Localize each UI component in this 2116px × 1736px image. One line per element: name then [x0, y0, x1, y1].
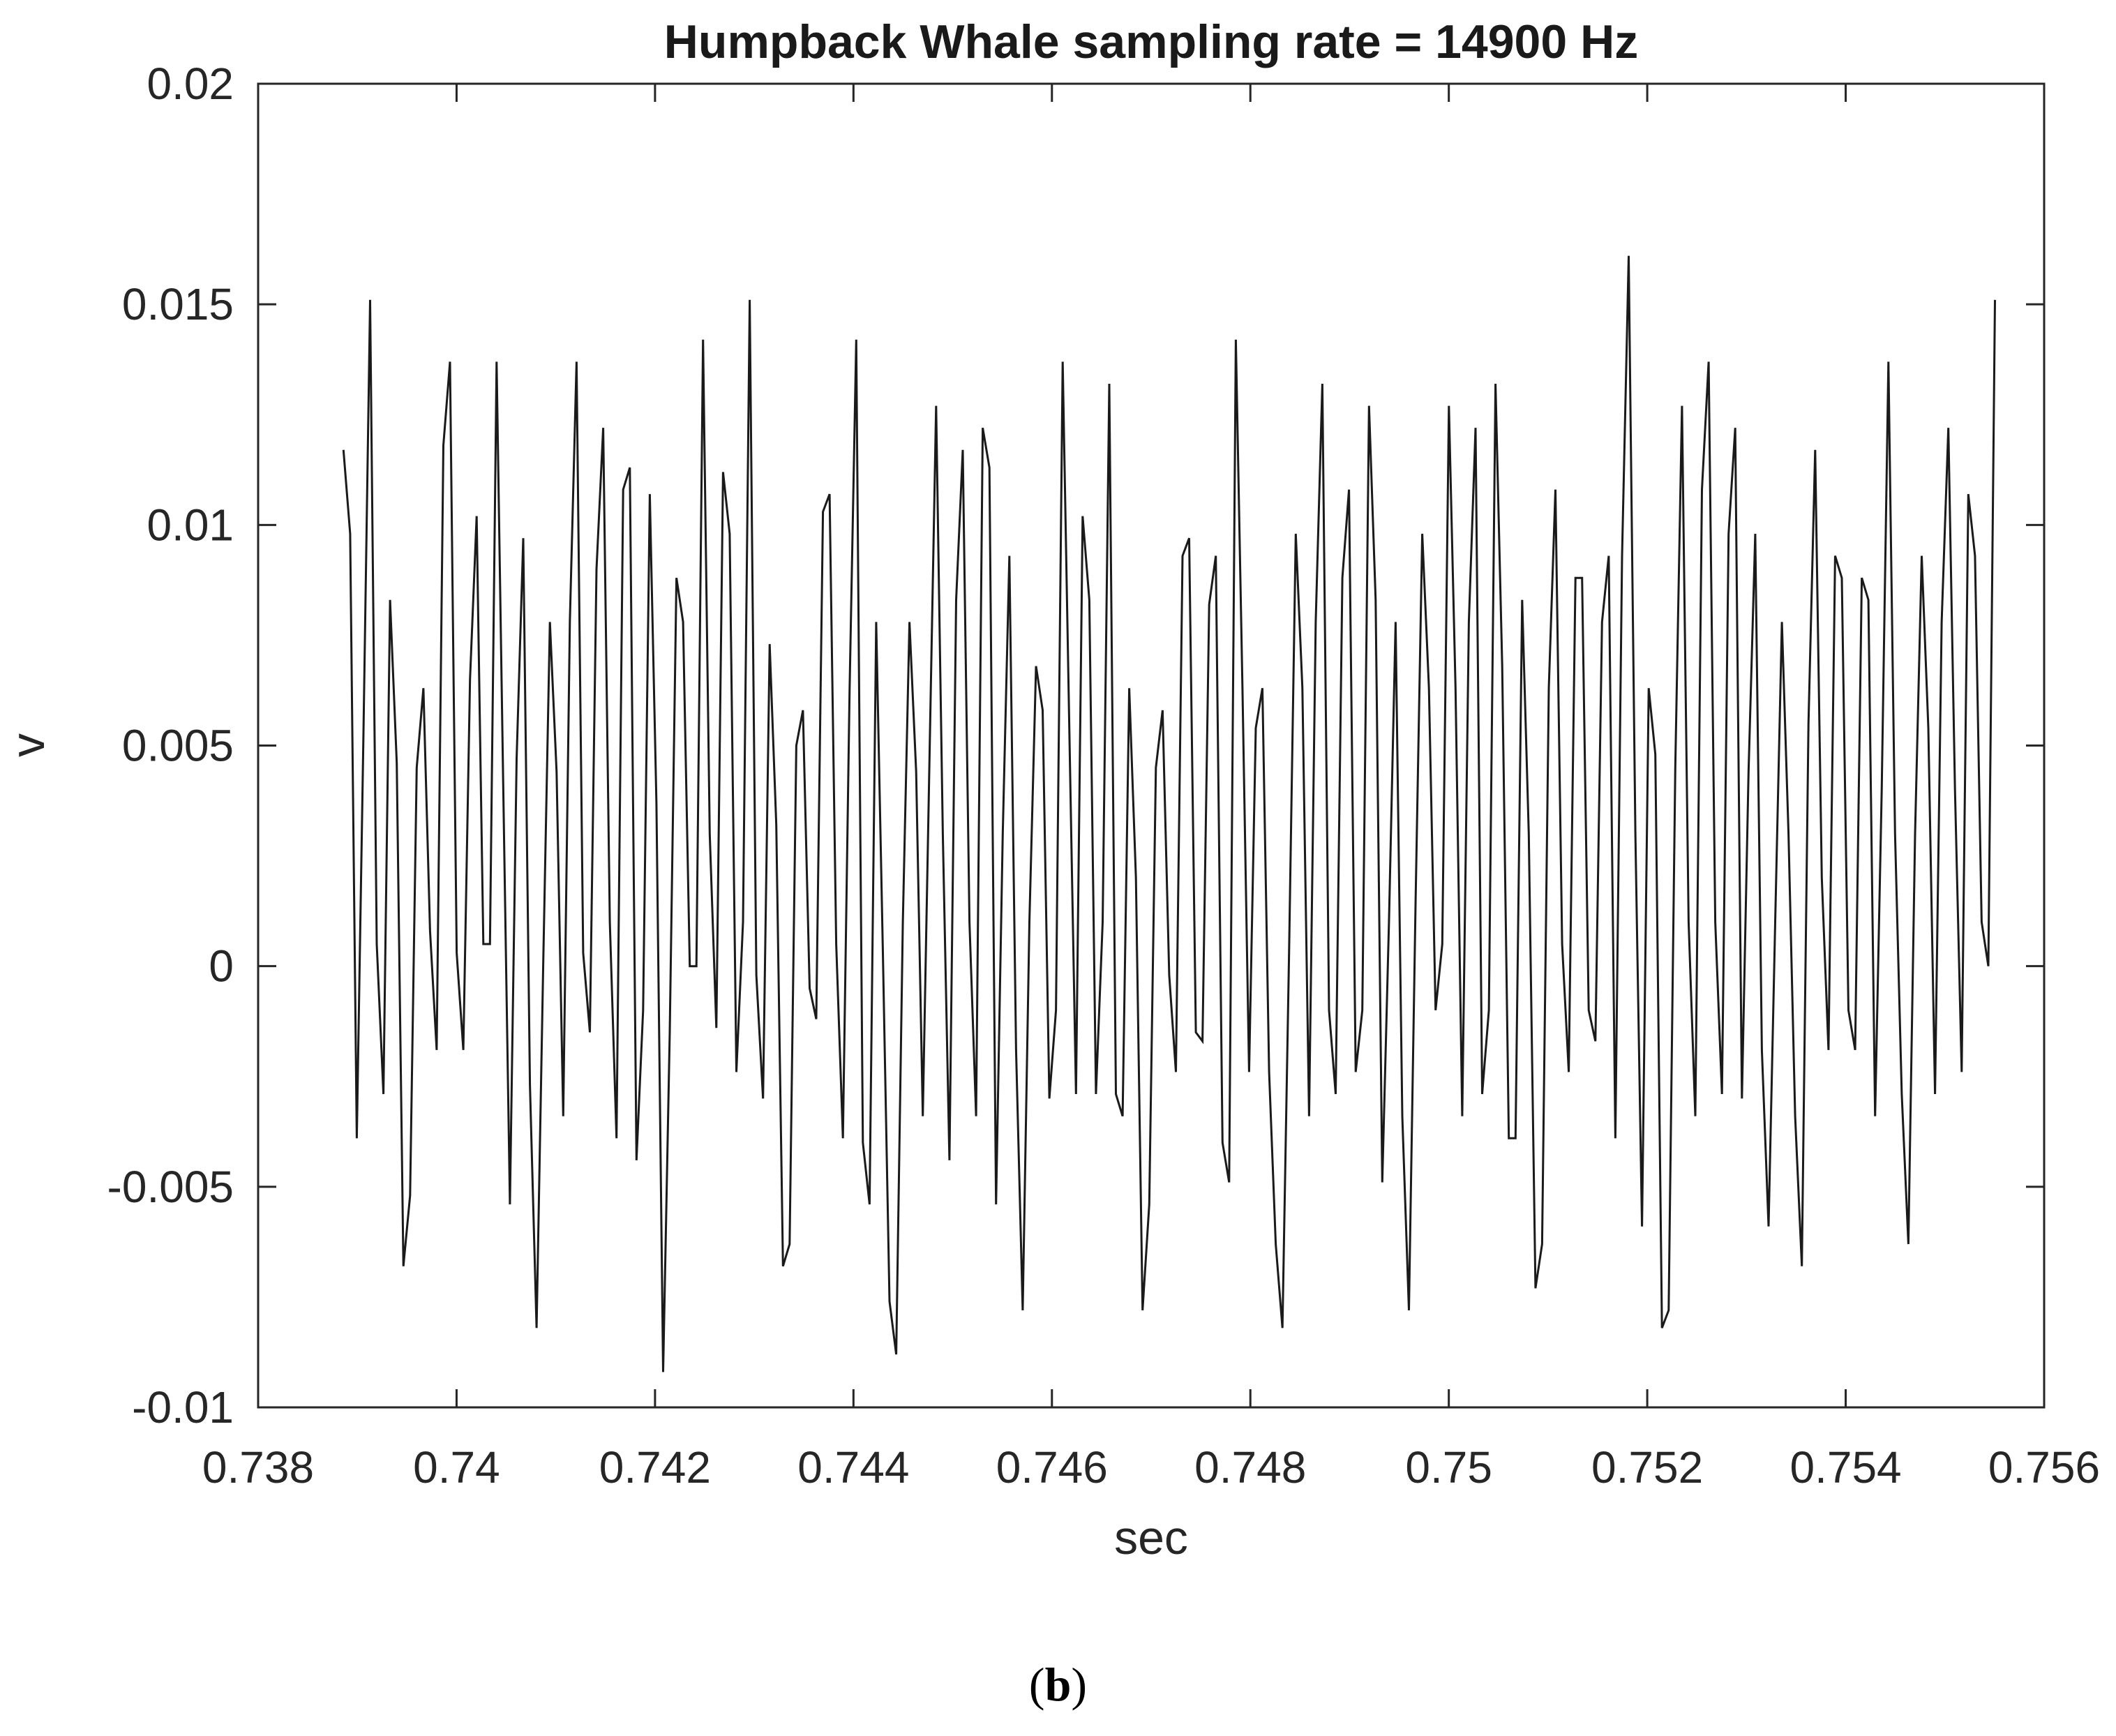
y-tick-label: 0.015: [122, 279, 234, 329]
x-tick-label: 0.752: [1591, 1442, 1703, 1492]
x-tick-label: 0.75: [1405, 1442, 1492, 1492]
x-tick-label: 0.74: [413, 1442, 500, 1492]
caption-letter: b: [1044, 1658, 1072, 1711]
caption-open-paren: (: [1028, 1658, 1045, 1711]
series-layer: [342, 255, 1996, 1372]
y-tick-label: -0.01: [132, 1382, 234, 1432]
chart: Humpback Whale sampling rate = 14900 Hz …: [1, 15, 2101, 1564]
y-tick-label: 0.01: [147, 500, 234, 550]
y-tick-label: 0.02: [147, 59, 234, 109]
caption-close-paren: ): [1071, 1658, 1088, 1711]
labels-layer: 0.738 0.74 0.742 0.744 0.746 0.748 0.75 0.752 0.…: [107, 59, 2101, 1492]
figure-caption: (b): [0, 1657, 2116, 1712]
y-axis-label: v: [1, 733, 54, 757]
x-tick-label: 0.738: [202, 1442, 314, 1492]
series-line-0: [342, 255, 1996, 1372]
chart-title: Humpback Whale sampling rate = 14900 Hz: [664, 15, 1638, 68]
y-tick-label: 0.005: [122, 721, 234, 771]
x-tick-label: 0.742: [599, 1442, 711, 1492]
x-tick-label: 0.756: [1988, 1442, 2100, 1492]
ticks-layer: [257, 82, 2046, 1409]
x-tick-label: 0.748: [1194, 1442, 1306, 1492]
x-tick-label: 0.746: [996, 1442, 1108, 1492]
x-tick-label: 0.744: [797, 1442, 909, 1492]
y-tick-label: 0: [209, 941, 234, 992]
y-tick-label: -0.005: [107, 1162, 234, 1212]
x-axis-label: sec: [1114, 1511, 1188, 1564]
x-tick-label: 0.754: [1789, 1442, 1901, 1492]
